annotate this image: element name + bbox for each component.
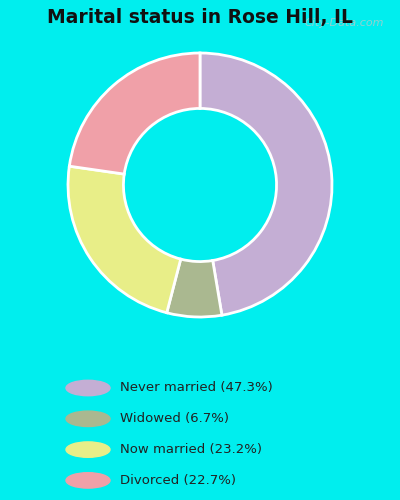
Text: Never married (47.3%): Never married (47.3%)	[120, 382, 273, 394]
Text: Now married (23.2%): Now married (23.2%)	[120, 443, 262, 456]
Wedge shape	[69, 53, 200, 174]
Wedge shape	[68, 166, 181, 312]
Circle shape	[66, 442, 110, 458]
Text: Widowed (6.7%): Widowed (6.7%)	[120, 412, 229, 426]
Circle shape	[66, 472, 110, 488]
Circle shape	[66, 411, 110, 426]
Text: City-Data.com: City-Data.com	[304, 18, 384, 28]
Text: Marital status in Rose Hill, IL: Marital status in Rose Hill, IL	[47, 8, 353, 26]
Circle shape	[66, 380, 110, 396]
Wedge shape	[200, 53, 332, 315]
Wedge shape	[167, 259, 222, 317]
Text: Divorced (22.7%): Divorced (22.7%)	[120, 474, 236, 487]
